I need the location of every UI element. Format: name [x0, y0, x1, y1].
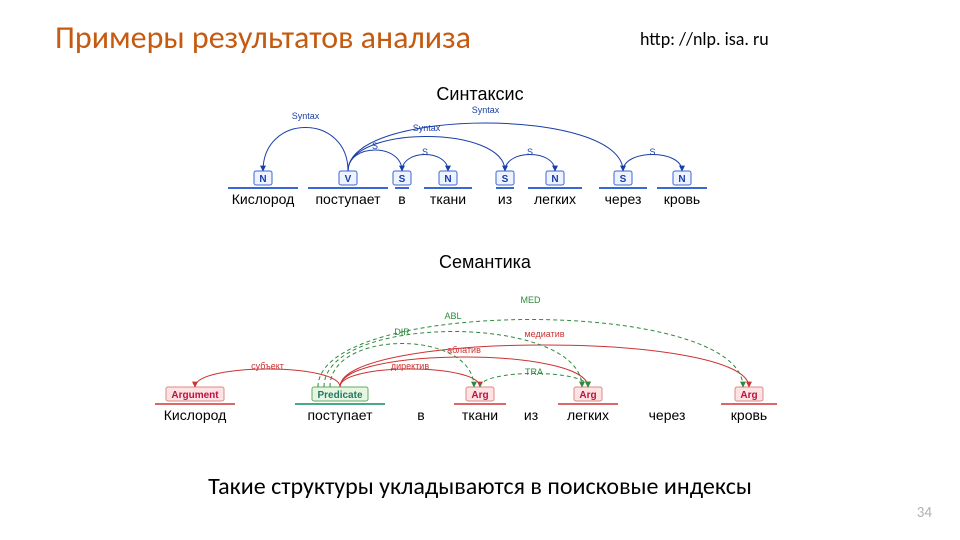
page-number: 34 — [917, 504, 932, 522]
semantics-token: легких — [567, 407, 609, 423]
semantics-token: через — [649, 407, 686, 423]
syntax-dependency-label: Syntax — [472, 105, 500, 115]
semantics-token: кровь — [731, 407, 767, 423]
semantics-dependency-label: аблатив — [447, 345, 481, 355]
semantics-token: ткани — [462, 407, 498, 423]
syntax-token: легких — [534, 191, 576, 207]
syntax-dependency-label: S — [422, 147, 428, 157]
semantics-dependency-label: ABL — [444, 311, 461, 321]
semantics-pos-tag-label: Arg — [471, 390, 488, 401]
syntax-pos-tag-label: N — [444, 174, 451, 185]
semantics-diagram: Семантика Argument Кислород Predicate поступ… — [125, 250, 845, 430]
syntax-token: кровь — [664, 191, 700, 207]
slide-title: Примеры результатов анализа — [55, 18, 471, 57]
semantics-dependency-label: директив — [391, 361, 429, 371]
syntax-pos-tag-label: S — [399, 174, 406, 185]
semantics-token: из — [524, 407, 538, 423]
semantics-token: в — [417, 407, 424, 423]
syntax-dependency-label: Syntax — [292, 111, 320, 121]
semantics-pos-tag-label: Predicate — [317, 390, 362, 401]
syntax-section-title: Синтаксис — [436, 84, 523, 104]
syntax-dependency-label: S — [372, 141, 378, 151]
syntax-token: поступает — [315, 191, 381, 207]
syntax-dependency-arc — [263, 128, 348, 172]
semantics-pos-tag-label: Arg — [579, 390, 596, 401]
syntax-dependency-label: S — [649, 147, 655, 157]
semantics-token: поступает — [307, 407, 373, 423]
syntax-token: Кислород — [232, 191, 295, 207]
syntax-token: через — [605, 191, 642, 207]
syntax-pos-tag-label: S — [502, 174, 509, 185]
syntax-dependency-label: S — [527, 147, 533, 157]
syntax-pos-tag-label: N — [259, 174, 266, 185]
semantics-dependency-label: MED — [521, 295, 542, 305]
semantics-dependency-label: TRA — [525, 367, 543, 377]
semantics-token: Кислород — [164, 407, 227, 423]
semantics-dependency-label: медиатив — [524, 329, 564, 339]
syntax-token: в — [398, 191, 405, 207]
syntax-diagram: Синтаксис N Кислород Vпоступает Sв Nткани Sиз N… — [210, 82, 750, 212]
syntax-token: из — [498, 191, 512, 207]
footer-caption: Такие структуры укладываются в поисковые… — [0, 472, 960, 501]
syntax-pos-tag-label: V — [345, 174, 352, 185]
source-url-label: http: //nlp. isa. ru — [640, 28, 769, 50]
syntax-pos-tag-label: N — [551, 174, 558, 185]
syntax-dependency-label: Syntax — [413, 123, 441, 133]
semantics-dependency-arc — [324, 332, 582, 388]
semantics-dependency-label: субъект — [251, 361, 284, 371]
syntax-token: ткани — [430, 191, 466, 207]
semantics-dependency-arc — [340, 369, 480, 387]
syntax-pos-tag-label: N — [678, 174, 685, 185]
syntax-pos-tag-label: S — [620, 174, 627, 185]
semantics-pos-tag-label: Argument — [171, 390, 219, 401]
semantics-section-title: Семантика — [439, 252, 532, 272]
semantics-pos-tag-label: Arg — [740, 390, 757, 401]
